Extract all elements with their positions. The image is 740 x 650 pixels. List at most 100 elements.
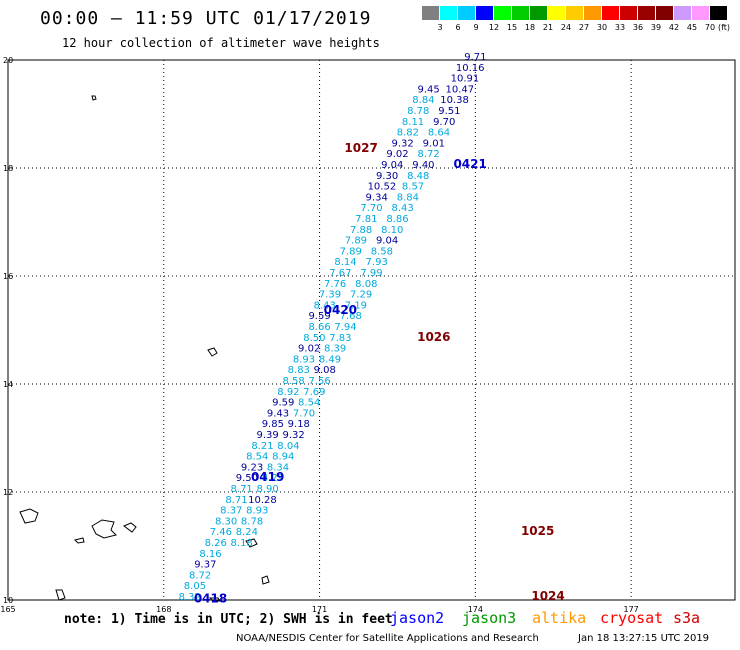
- pass-id-label: 0418: [194, 592, 227, 606]
- wave-height-value: 7.89: [340, 246, 362, 257]
- legend-label: 36: [632, 23, 644, 32]
- legend-unit: (ft): [718, 23, 731, 32]
- legend-swatch: [620, 6, 637, 20]
- wave-height-value: 7.56: [308, 376, 330, 387]
- wave-height-value: 9.40: [412, 160, 434, 171]
- wave-height-value: 7.70: [360, 203, 382, 214]
- legend-swatch: [476, 6, 493, 20]
- wave-height-value: 8.49: [319, 354, 341, 365]
- wave-height-value: 8.34: [267, 462, 289, 473]
- wave-height-value: 9.85: [262, 419, 284, 430]
- wave-height-value: 9.45: [417, 84, 439, 95]
- legend-swatch: [602, 6, 619, 20]
- wave-height-value: 10.28: [248, 495, 277, 506]
- wave-height-value: 9.04: [376, 236, 398, 247]
- wave-height-value: 8.64: [428, 128, 450, 139]
- wave-height-value: 9.32: [392, 138, 414, 149]
- wave-height-value: 9.02: [386, 149, 408, 160]
- wave-height-value: 10.91: [451, 74, 480, 85]
- legend-label: 30: [596, 23, 608, 32]
- wave-height-value: 7.93: [366, 257, 388, 268]
- wave-height-value: 8.82: [397, 128, 419, 139]
- wave-height-value: 7.88: [350, 225, 372, 236]
- lat-tick-label: 12: [3, 488, 13, 497]
- wave-height-value: 8.37: [220, 506, 242, 517]
- wave-height-value: 8.54: [246, 452, 268, 463]
- wave-height-value: 8.24: [236, 527, 258, 538]
- wave-height-value: 7.83: [329, 333, 351, 344]
- pass-id-label: 0420: [324, 303, 357, 317]
- wave-height-value: 8.72: [189, 570, 211, 581]
- wave-height-value: 9.43: [267, 408, 289, 419]
- legend-swatch: [674, 6, 691, 20]
- wave-height-value: 7.29: [350, 290, 372, 301]
- wave-height-value: 8.10: [381, 225, 403, 236]
- wave-height-value: 8.14: [334, 257, 356, 268]
- wave-height-value: 9.34: [366, 192, 388, 203]
- wave-height-value: 8.90: [257, 484, 279, 495]
- lon-tick-label: 177: [624, 605, 639, 614]
- satellite-label: altika: [532, 609, 587, 627]
- legend-label: 21: [542, 23, 554, 32]
- legend-label: 18: [524, 23, 536, 32]
- legend-label: 42: [668, 23, 680, 32]
- pass-id-label: 1026: [417, 330, 450, 344]
- pass-id-label: 1025: [521, 524, 554, 538]
- island-outline: [208, 597, 221, 602]
- legend-label: 39: [650, 23, 662, 32]
- wave-height-value: 7.39: [319, 290, 341, 301]
- wave-height-value: 8.93: [293, 354, 315, 365]
- lat-tick-label: 14: [3, 380, 13, 389]
- legend-swatch: [584, 6, 601, 20]
- wave-height-value: 10.16: [456, 63, 485, 74]
- wave-height-value: 8.08: [355, 279, 377, 290]
- legend-label: 9: [473, 23, 479, 32]
- lon-tick-label: 165: [0, 605, 15, 614]
- legend-swatch: [440, 6, 457, 20]
- wave-height-value: 9.71: [464, 52, 486, 63]
- wave-height-value: 8.84: [397, 192, 419, 203]
- legend-swatch: [458, 6, 475, 20]
- wave-height-value: 8.50: [303, 333, 325, 344]
- wave-height-value: 9.37: [194, 560, 216, 571]
- wave-height-value: 10.47: [445, 84, 474, 95]
- wave-height-value: 8.48: [407, 171, 429, 182]
- wave-height-value: 7.81: [355, 214, 377, 225]
- wave-height-value: 8.86: [386, 214, 408, 225]
- wave-height-value: 8.32: [179, 592, 201, 603]
- wave-height-value: 9.08: [314, 365, 336, 376]
- island-outline: [261, 575, 270, 585]
- wave-height-value: 7.94: [334, 322, 356, 333]
- wave-height-value: 8.54: [298, 398, 320, 409]
- legend-label: 45: [686, 23, 698, 32]
- wave-height-value: 7.46: [210, 527, 232, 538]
- wave-height-value: 8.04: [277, 441, 299, 452]
- wave-height-value: 7.68: [340, 311, 362, 322]
- legend-swatch: [512, 6, 529, 20]
- legend-swatch: [530, 6, 547, 20]
- wave-height-value: 8.83: [288, 365, 310, 376]
- legend-swatch: [656, 6, 673, 20]
- wave-height-value: 8.94: [272, 452, 294, 463]
- island-outline: [123, 522, 137, 533]
- island-outline: [207, 347, 218, 357]
- wave-height-value: 8.43: [392, 203, 414, 214]
- legend-swatch: [566, 6, 583, 20]
- legend-label: 24: [560, 23, 572, 32]
- wave-height-value: 8.72: [417, 149, 439, 160]
- lon-tick-label: 174: [468, 605, 483, 614]
- wave-height-value: 9.59: [308, 311, 330, 322]
- wave-height-value: 8.16: [199, 549, 221, 560]
- wave-height-value: 8.58: [282, 376, 304, 387]
- wave-height-value: 9.39: [257, 430, 279, 441]
- wave-height-value: 8.30: [215, 516, 237, 527]
- wave-height-value: 8.57: [402, 182, 424, 193]
- wave-height-value: 9.23: [241, 462, 263, 473]
- wave-height-value: 8.71: [225, 495, 247, 506]
- satellite-label: jason2: [390, 609, 445, 627]
- legend-swatch: [692, 6, 709, 20]
- wave-height-value: 9.30: [376, 171, 398, 182]
- color-legend: 3 6 9 12 15 18 21 24 27 30 33 36 39 42 45 70 (ft): [422, 6, 735, 34]
- satellite-label: jason3: [462, 609, 517, 627]
